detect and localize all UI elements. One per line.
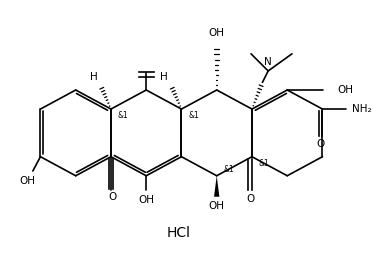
Text: &1: &1 <box>188 111 199 120</box>
Text: &1: &1 <box>117 111 128 120</box>
Text: OH: OH <box>138 194 154 205</box>
Text: O: O <box>109 192 117 202</box>
Text: OH: OH <box>209 28 225 38</box>
Text: HCl: HCl <box>167 226 191 240</box>
Text: H: H <box>90 72 98 82</box>
Text: OH: OH <box>209 201 225 211</box>
Text: NH₂: NH₂ <box>352 104 372 114</box>
Text: &1: &1 <box>258 159 269 168</box>
Text: OH: OH <box>338 85 354 95</box>
Text: &1: &1 <box>223 165 234 174</box>
Text: OH: OH <box>19 175 35 186</box>
Text: N: N <box>264 57 272 67</box>
Polygon shape <box>214 176 219 197</box>
Text: O: O <box>316 139 325 149</box>
Text: H: H <box>160 72 168 82</box>
Text: O: O <box>246 194 254 204</box>
